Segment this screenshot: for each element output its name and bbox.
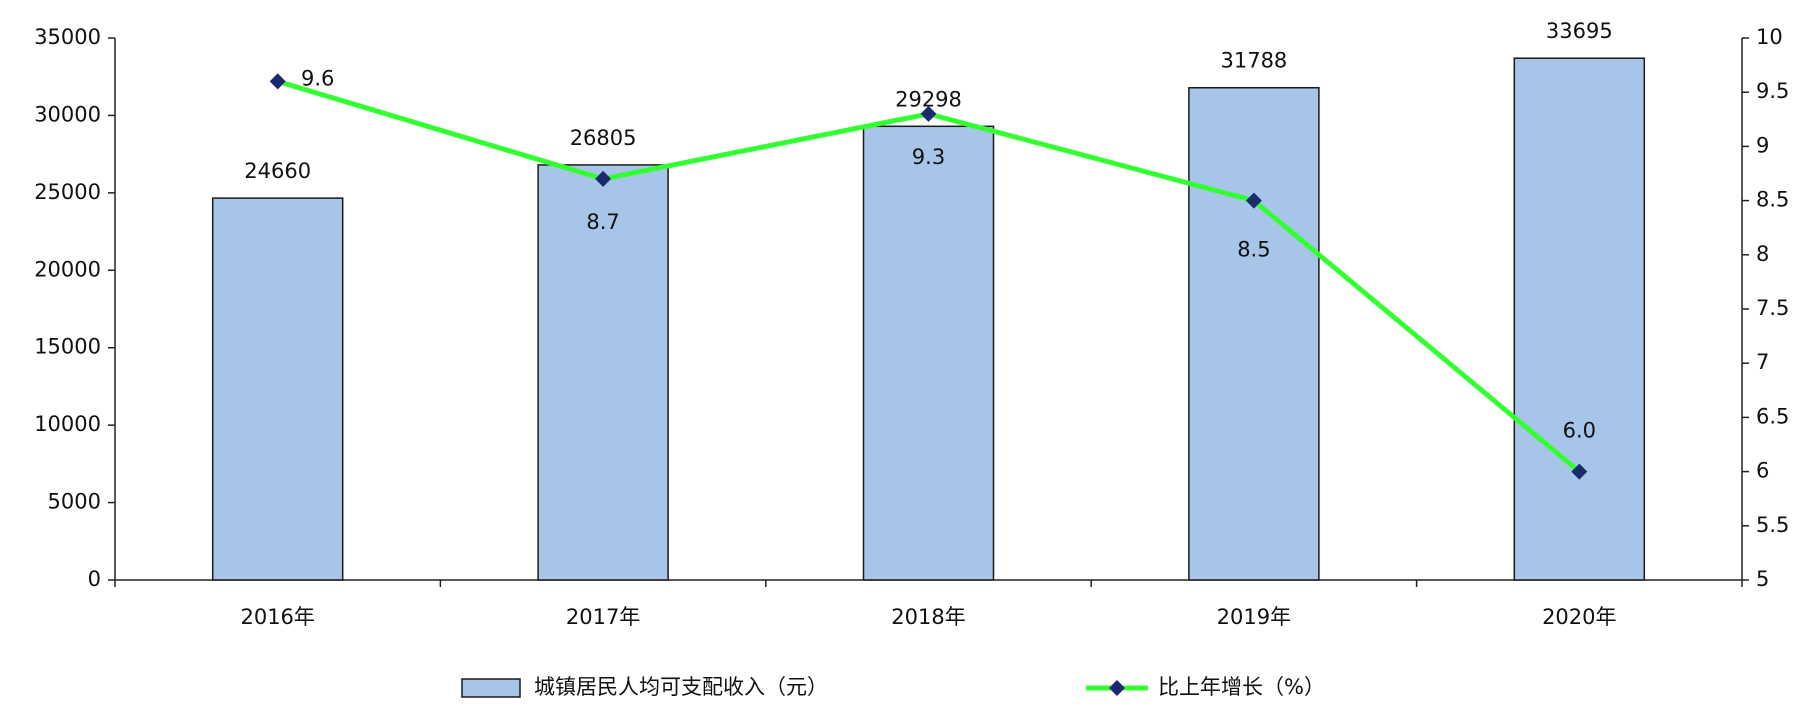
y-tick-label: 5000 [48, 490, 101, 514]
x-tick-label: 2019年 [1217, 605, 1291, 629]
y-tick-label: 0 [88, 567, 101, 591]
y2-tick-label: 6.5 [1756, 404, 1789, 428]
bar-value-label: 26805 [570, 126, 637, 150]
line-marker [920, 105, 937, 122]
y2-tick-label: 7.5 [1756, 296, 1789, 320]
y-tick-label: 10000 [34, 412, 101, 436]
x-tick-label: 2020年 [1542, 605, 1616, 629]
line-value-label: 9.3 [912, 145, 945, 169]
x-tick-label: 2017年 [566, 605, 640, 629]
legend-swatch [461, 678, 521, 698]
y2-tick-label: 5.5 [1756, 513, 1789, 537]
y-tick-label: 20000 [34, 257, 101, 281]
line-marker [595, 170, 612, 187]
y2-tick-label: 8.5 [1756, 188, 1789, 212]
y2-tick-label: 7 [1756, 350, 1769, 374]
line-marker [269, 73, 286, 90]
y-tick-label: 35000 [34, 25, 101, 49]
y2-tick-label: 5 [1756, 567, 1769, 591]
y-tick-label: 25000 [34, 180, 101, 204]
line-value-label: 9.6 [301, 66, 334, 90]
bar [211, 197, 344, 581]
bar-value-label: 33695 [1546, 19, 1613, 43]
y2-tick-label: 9 [1756, 133, 1769, 157]
x-tick-label: 2018年 [891, 605, 965, 629]
y2-tick-label: 6 [1756, 459, 1769, 483]
line-value-label: 8.5 [1237, 238, 1270, 262]
bar [537, 164, 669, 581]
line-value-label: 8.7 [586, 210, 619, 234]
x-tick-label: 2016年 [240, 605, 314, 629]
y-tick-label: 15000 [34, 335, 101, 359]
y2-tick-label: 8 [1756, 242, 1769, 266]
bar [1188, 86, 1320, 581]
bar [862, 125, 995, 581]
y-tick-label: 30000 [34, 102, 101, 126]
line-value-label: 6.0 [1563, 419, 1596, 443]
y2-tick-label: 10 [1756, 25, 1783, 49]
bar-value-label: 31788 [1220, 49, 1287, 73]
legend-label: 城镇居民人均可支配收入（元） [534, 675, 828, 699]
line-marker [1245, 192, 1262, 209]
bar [1513, 57, 1646, 581]
legend-label: 比上年增长（%） [1158, 675, 1325, 699]
line-marker [1571, 463, 1588, 480]
legend-marker [1109, 680, 1125, 696]
bar-value-label: 24660 [244, 159, 311, 183]
y2-tick-label: 9.5 [1756, 79, 1789, 103]
